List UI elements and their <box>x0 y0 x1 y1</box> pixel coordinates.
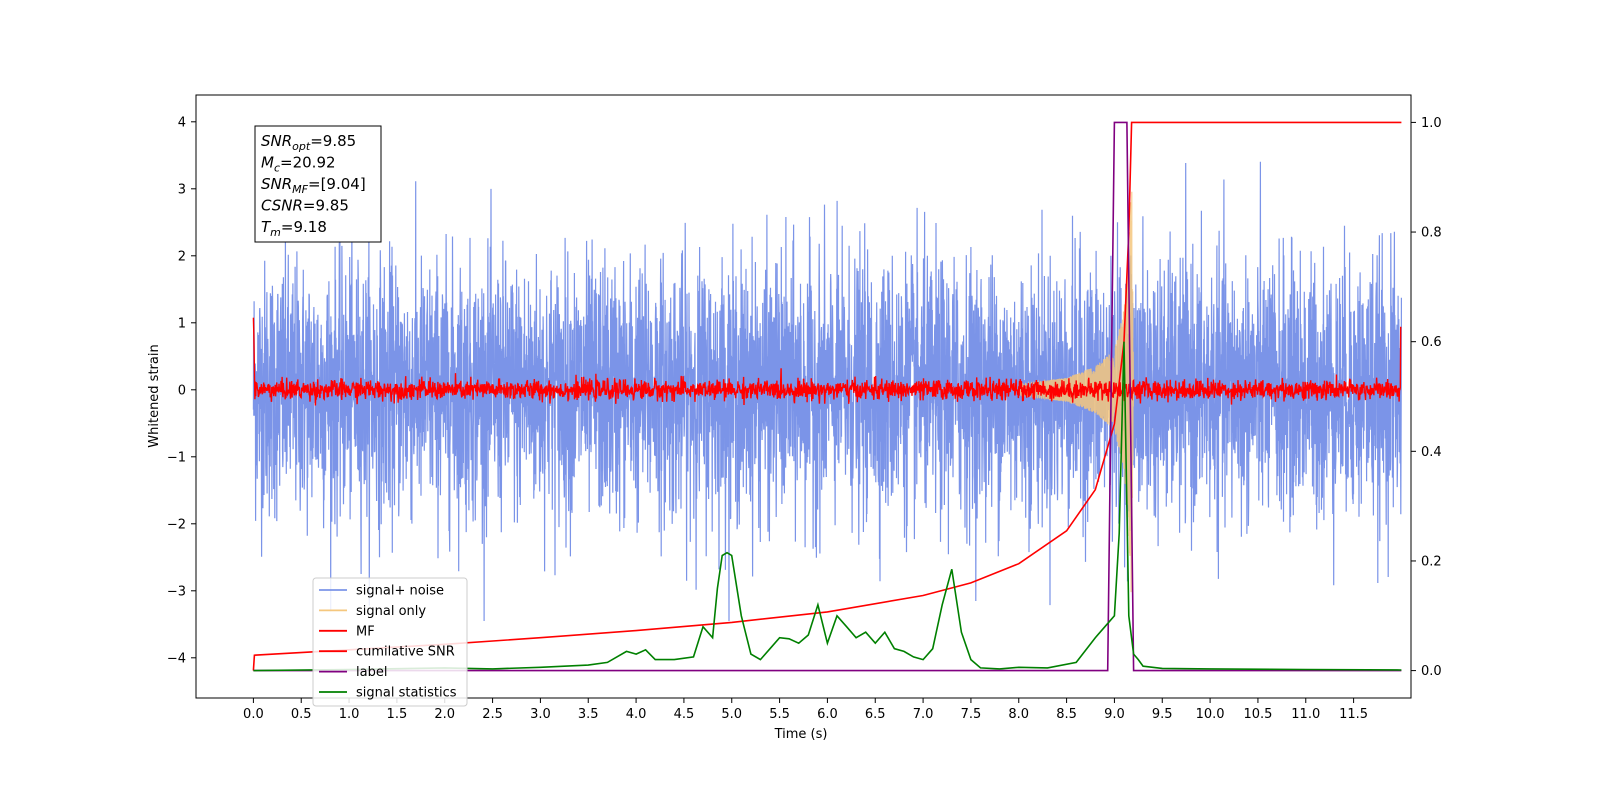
y2-tick-label: 0.2 <box>1421 554 1442 569</box>
info-annotation-box: SNRopt=9.85Mc=20.92SNRMF=[9.04]CSNR=9.85… <box>254 125 382 243</box>
x-tick-label: 1.0 <box>339 707 360 722</box>
legend-label: cumilative SNR <box>356 645 455 660</box>
y2-tick-label: 0.6 <box>1421 335 1442 350</box>
info-line: SNRopt=9.85 <box>261 132 356 153</box>
y-tick-label: 4 <box>178 115 186 130</box>
y-tick-label: −3 <box>167 584 186 599</box>
x-tick-label: 9.0 <box>1104 707 1125 722</box>
x-tick-label: 6.0 <box>817 707 838 722</box>
info-box-frame <box>254 125 382 243</box>
info-line: Tm=9.18 <box>261 218 327 239</box>
x-tick-label: 11.0 <box>1291 707 1320 722</box>
y-tick-label: −2 <box>167 517 186 532</box>
y-axis-right: 0.0 0.2 0.4 0.6 0.8 1.0 <box>1411 116 1442 679</box>
x-tick-label: 10.5 <box>1243 707 1272 722</box>
x-tick-label: 8.0 <box>1008 707 1029 722</box>
y2-tick-label: 0.0 <box>1421 664 1442 679</box>
x-tick-label: 2.0 <box>434 707 455 722</box>
x-tick-label: 0.0 <box>243 707 264 722</box>
x-axis-label: Time (s) <box>774 727 828 742</box>
x-tick-label: 4.0 <box>626 707 647 722</box>
x-tick-label: 10.0 <box>1196 707 1225 722</box>
x-tick-label: 1.5 <box>387 707 408 722</box>
legend-label: MF <box>356 624 375 639</box>
y-axis-label: Whitened strain <box>147 344 162 447</box>
legend-label: label <box>356 665 387 680</box>
y-tick-label: 0 <box>178 383 186 398</box>
series-label <box>253 121 1402 672</box>
series-mf <box>252 317 1402 406</box>
x-axis: 0.0 0.5 1.0 1.5 2.0 2.5 3.0 3.5 4.0 4.5 5.0 5.5 6.0 6… <box>243 698 1368 722</box>
x-tick-label: 7.5 <box>961 707 982 722</box>
legend-label: signal only <box>356 604 426 619</box>
y-tick-label: −4 <box>167 651 186 666</box>
x-tick-label: 8.5 <box>1056 707 1077 722</box>
y-axis-left: −4 −3 −2 −1 0 1 2 3 4 <box>167 115 196 666</box>
x-tick-label: 3.0 <box>530 707 551 722</box>
y-tick-label: 3 <box>178 182 186 197</box>
x-tick-label: 2.5 <box>482 707 503 722</box>
info-line: Mc=20.92 <box>261 154 336 175</box>
y-tick-label: 2 <box>178 249 186 264</box>
y2-tick-label: 0.8 <box>1421 226 1442 241</box>
x-tick-label: 0.5 <box>291 707 312 722</box>
series-signal-statistics <box>253 341 1402 672</box>
y-tick-label: 1 <box>178 316 186 331</box>
info-line: SNRMF=[9.04] <box>261 175 366 196</box>
info-line: CSNR=9.85 <box>261 197 349 215</box>
x-tick-label: 4.5 <box>674 707 695 722</box>
x-tick-label: 11.5 <box>1339 707 1368 722</box>
x-tick-label: 7.0 <box>913 707 934 722</box>
y-tick-label: −1 <box>167 450 186 465</box>
legend-label: signal statistics <box>356 686 457 701</box>
x-tick-label: 5.0 <box>721 707 742 722</box>
x-tick-label: 3.5 <box>578 707 599 722</box>
y2-tick-label: 1.0 <box>1421 116 1442 131</box>
x-tick-label: 6.5 <box>865 707 886 722</box>
legend: signal+ noise signal only MF cumilative SNR… <box>312 577 468 707</box>
x-tick-label: 5.5 <box>769 707 790 722</box>
plot-frame <box>195 94 1412 699</box>
x-tick-label: 9.5 <box>1152 707 1173 722</box>
y2-tick-label: 0.4 <box>1421 445 1442 460</box>
legend-label: signal+ noise <box>356 584 444 599</box>
legend-frame <box>312 577 468 707</box>
